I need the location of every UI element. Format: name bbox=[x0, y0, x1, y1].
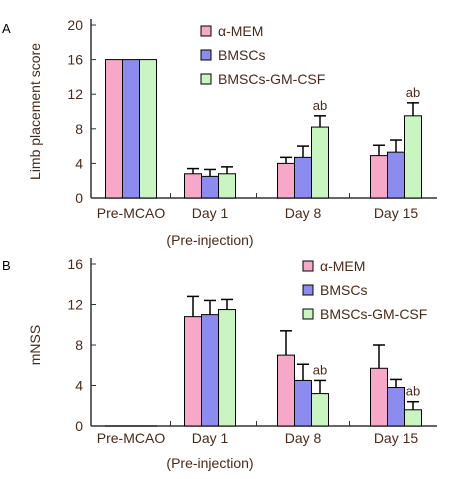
y-tick-label: 20 bbox=[67, 17, 83, 33]
x-tick-label: Day 15 bbox=[374, 205, 419, 221]
bar-bmscs-gm-csf bbox=[405, 116, 422, 198]
x-tick-label: Pre-MCAO bbox=[97, 205, 166, 221]
bar--mem bbox=[278, 355, 295, 426]
y-tick-label: 4 bbox=[75, 155, 83, 171]
y-tick-label: 16 bbox=[67, 256, 83, 272]
significance-annotation: ab bbox=[406, 384, 420, 399]
x-tick-label: Pre-MCAO bbox=[97, 430, 166, 446]
bar--mem bbox=[278, 163, 295, 198]
x-tick-sublabel: (Pre-injection) bbox=[166, 232, 253, 248]
x-tick-label: Day 1 bbox=[192, 205, 229, 221]
bar--mem bbox=[106, 60, 123, 198]
x-tick-label: Day 15 bbox=[374, 430, 419, 446]
significance-annotation: ab bbox=[406, 85, 420, 100]
legend-swatch bbox=[303, 261, 313, 271]
legend-label: BMSCs bbox=[320, 282, 367, 298]
y-tick-label: 0 bbox=[75, 418, 83, 434]
legend-label: BMSCs-GM-CSF bbox=[320, 306, 427, 322]
bar-bmscs bbox=[388, 152, 405, 198]
bar-bmscs-gm-csf bbox=[140, 60, 157, 198]
legend-label: α-MEM bbox=[320, 258, 365, 274]
legend-swatch bbox=[201, 50, 211, 60]
x-tick-sublabel: (Pre-injection) bbox=[166, 455, 253, 471]
bar-bmscs-gm-csf bbox=[312, 394, 329, 426]
panel-label: B bbox=[2, 258, 11, 273]
bar-bmscs-gm-csf bbox=[219, 310, 236, 426]
y-tick-label: 8 bbox=[75, 121, 83, 137]
bar--mem bbox=[371, 368, 388, 426]
y-tick-label: 12 bbox=[67, 297, 83, 313]
y-tick-label: 4 bbox=[75, 378, 83, 394]
legend-swatch bbox=[201, 74, 211, 84]
legend-label: BMSCs-GM-CSF bbox=[218, 71, 325, 87]
bar-bmscs bbox=[123, 60, 140, 198]
bar--mem bbox=[185, 174, 202, 198]
y-tick-label: 8 bbox=[75, 337, 83, 353]
significance-annotation: ab bbox=[313, 362, 327, 377]
legend-label: α-MEM bbox=[218, 23, 263, 39]
y-axis-label: mNSS bbox=[27, 325, 43, 365]
legend-swatch bbox=[201, 26, 211, 36]
y-axis-label: Limb placement score bbox=[27, 43, 43, 180]
y-tick-label: 0 bbox=[75, 190, 83, 206]
bar-bmscs-gm-csf bbox=[312, 127, 329, 198]
bar-bmscs-gm-csf bbox=[405, 410, 422, 426]
legend-swatch bbox=[303, 285, 313, 295]
x-tick-label: Day 8 bbox=[285, 430, 322, 446]
legend-label: BMSCs bbox=[218, 47, 265, 63]
y-tick-label: 16 bbox=[67, 52, 83, 68]
bar-bmscs bbox=[202, 315, 219, 426]
x-tick-label: Day 1 bbox=[192, 430, 229, 446]
bar-bmscs bbox=[202, 176, 219, 198]
legend-swatch bbox=[303, 309, 313, 319]
significance-annotation: ab bbox=[313, 98, 327, 113]
y-tick-label: 12 bbox=[67, 86, 83, 102]
bar-bmscs bbox=[388, 388, 405, 426]
panel-label: A bbox=[2, 21, 11, 36]
bar-bmscs-gm-csf bbox=[219, 174, 236, 198]
bar-bmscs bbox=[295, 157, 312, 198]
bar--mem bbox=[185, 317, 202, 426]
x-tick-label: Day 8 bbox=[285, 205, 322, 221]
bar--mem bbox=[371, 156, 388, 198]
chart-panel-a: A Limb placement score 0 4 8 12 16 20 Pre-MCAO Da… bbox=[2, 17, 437, 248]
bar-bmscs bbox=[295, 380, 312, 426]
